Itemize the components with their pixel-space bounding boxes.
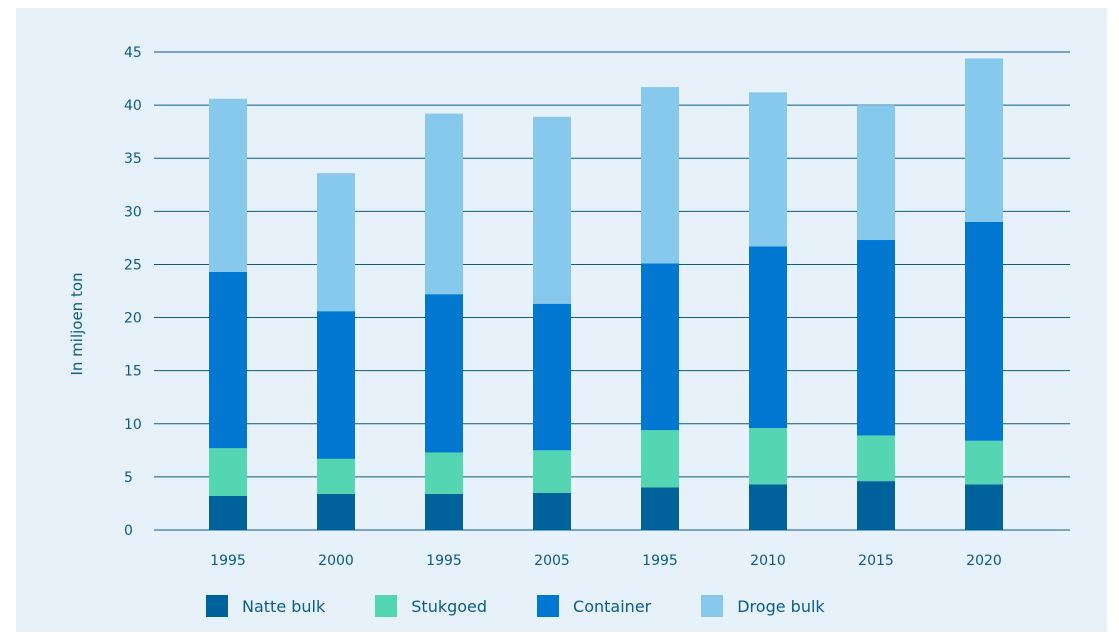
y-tick-label: 25 xyxy=(124,257,142,273)
bar-stukgoed-6 xyxy=(857,435,895,482)
y-tick-label: 30 xyxy=(124,204,142,220)
y-axis-label: In miljoen ton xyxy=(68,272,86,375)
x-tick-label: 2010 xyxy=(750,553,786,569)
bar-droge-bulk-7 xyxy=(965,58,1003,222)
bar-natte-bulk-3 xyxy=(533,492,571,530)
x-axis-ticks: 1995 2000 1995 2005 1995 2010 2015 2020 xyxy=(210,553,1002,569)
y-tick-label: 5 xyxy=(124,470,133,486)
bar-stukgoed-4 xyxy=(641,430,679,488)
x-tick-label: 2005 xyxy=(534,553,570,569)
x-tick-label: 1995 xyxy=(210,553,246,569)
legend-label: Droge bulk xyxy=(737,596,825,616)
y-tick-label: 15 xyxy=(124,364,142,380)
y-axis-ticks: 0 5 10 15 20 25 30 35 40 45 xyxy=(124,45,142,539)
bar-natte-bulk-4 xyxy=(641,487,679,530)
bar-stukgoed-2 xyxy=(425,452,463,494)
x-tick-label: 1995 xyxy=(642,553,678,569)
bars xyxy=(209,58,1003,530)
legend-item-droge-bulk: Droge bulk xyxy=(701,595,825,617)
legend-swatch xyxy=(701,595,724,617)
x-tick-label: 2000 xyxy=(318,553,354,569)
bar-container-4 xyxy=(641,263,679,431)
bar-natte-bulk-5 xyxy=(749,484,787,530)
y-tick-label: 10 xyxy=(124,417,142,433)
bar-droge-bulk-1 xyxy=(317,173,355,312)
y-tick-label: 0 xyxy=(124,523,133,539)
legend-label: Container xyxy=(573,596,652,616)
bar-natte-bulk-6 xyxy=(857,481,895,530)
legend-swatch xyxy=(206,595,228,617)
bar-stukgoed-0 xyxy=(209,448,247,497)
legend: Natte bulk Stukgoed Container Droge bulk xyxy=(206,594,875,618)
bar-natte-bulk-2 xyxy=(425,493,463,530)
bar-stukgoed-1 xyxy=(317,458,355,494)
x-tick-label: 2020 xyxy=(966,553,1002,569)
bar-container-1 xyxy=(317,311,355,459)
y-tick-label: 20 xyxy=(124,311,142,327)
bar-natte-bulk-0 xyxy=(209,496,247,530)
bar-droge-bulk-2 xyxy=(425,113,463,295)
bar-container-3 xyxy=(533,303,571,451)
legend-swatch xyxy=(537,595,560,617)
legend-label: Natte bulk xyxy=(242,596,326,616)
bar-droge-bulk-3 xyxy=(533,116,571,304)
bar-container-0 xyxy=(209,271,247,449)
legend-item-container: Container xyxy=(537,595,651,617)
y-tick-label: 40 xyxy=(124,98,142,114)
bar-container-6 xyxy=(857,240,895,436)
bar-stukgoed-7 xyxy=(965,440,1003,485)
legend-item-natte-bulk: Natte bulk xyxy=(206,595,325,617)
bar-container-5 xyxy=(749,246,787,429)
y-tick-label: 35 xyxy=(124,151,142,167)
x-tick-label: 1995 xyxy=(426,553,462,569)
bar-stukgoed-3 xyxy=(533,450,571,493)
x-tick-label: 2015 xyxy=(858,553,894,569)
y-tick-label: 45 xyxy=(124,45,142,61)
bar-droge-bulk-6 xyxy=(857,105,895,241)
bar-droge-bulk-0 xyxy=(209,98,247,272)
gridlines xyxy=(154,51,1070,531)
bar-container-7 xyxy=(965,221,1003,441)
bar-droge-bulk-5 xyxy=(749,92,787,247)
legend-label: Stukgoed xyxy=(411,596,488,616)
bar-stukgoed-5 xyxy=(749,428,787,485)
bar-natte-bulk-1 xyxy=(317,493,355,530)
legend-item-stukgoed: Stukgoed xyxy=(375,595,487,617)
bar-natte-bulk-7 xyxy=(965,484,1003,530)
legend-swatch xyxy=(375,595,398,617)
bar-droge-bulk-4 xyxy=(641,87,679,264)
stacked-bar-chart: 0 5 10 15 20 25 30 35 40 45 1995 2000 1995 2005 1995 2… xyxy=(68,45,1070,569)
bar-container-2 xyxy=(425,294,463,453)
chart-panel: 0 5 10 15 20 25 30 35 40 45 1995 2000 1995 2005 1995 2… xyxy=(16,8,1107,632)
